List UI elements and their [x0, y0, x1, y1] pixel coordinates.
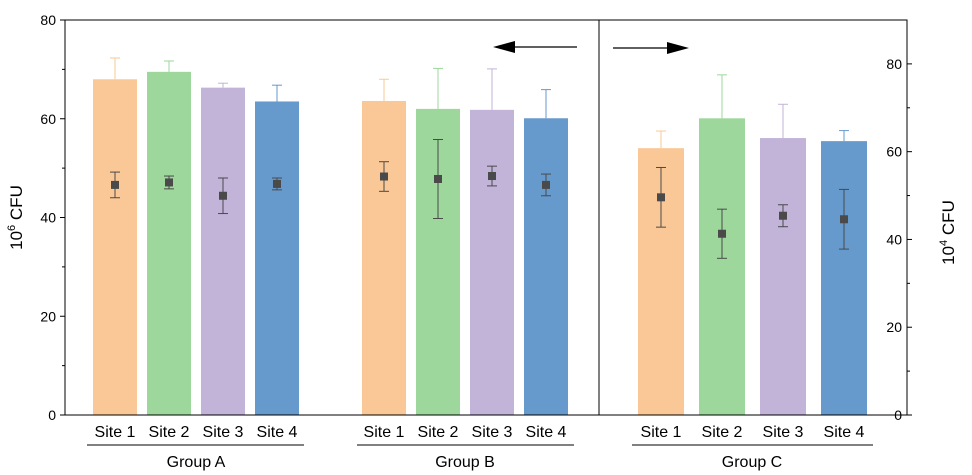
category-label: Site 1: [364, 424, 405, 441]
left-tick-label: 0: [48, 407, 56, 423]
axis-arrows: [493, 41, 689, 54]
point-marker: [380, 172, 388, 181]
point-marker: [779, 211, 787, 220]
category-label: Site 1: [95, 424, 136, 441]
category-label: Site 2: [702, 424, 743, 441]
right-tick-label: 0: [894, 407, 902, 423]
point-marker: [111, 180, 119, 189]
point-marker: [273, 179, 281, 188]
point-marker: [840, 215, 848, 224]
category-label: Site 3: [472, 424, 513, 441]
left-axis: 0 20 40 60 80 106 CFU: [6, 12, 65, 423]
right-tick-label: 20: [886, 319, 902, 335]
category-label: Site 1: [641, 424, 682, 441]
point-marker: [219, 191, 227, 200]
bar: [255, 101, 299, 415]
category-label: Site 4: [824, 424, 865, 441]
point-marker: [488, 172, 496, 181]
group-label: Group B: [435, 454, 495, 471]
bar: [760, 138, 806, 416]
bar: [147, 71, 191, 415]
right-axis-title-base: 10: [939, 246, 958, 265]
bar: [699, 118, 745, 416]
right-axis-title: 104 CFU: [938, 200, 958, 265]
right-axis-title-exp: 4: [938, 240, 950, 246]
right-arrow-head: [667, 42, 689, 54]
category-label: Site 2: [418, 424, 459, 441]
right-axis: 0 20 40 60 80 104 CFU: [886, 56, 958, 423]
left-axis-title: 106 CFU: [6, 185, 26, 250]
category-label: Site 4: [526, 424, 567, 441]
point-marker: [434, 174, 442, 183]
left-tick-label: 60: [40, 111, 56, 127]
left-axis-title-exp: 6: [6, 225, 18, 231]
bar-group-2: Site 1 Site 2 Site 3 Site 4 Group B: [357, 67, 574, 471]
left-tick-label: 20: [40, 308, 56, 324]
bar-group-3: Site 1 Site 2 Site 3 Site 4 Group C: [632, 74, 873, 471]
right-tick-label: 80: [886, 56, 902, 72]
left-tick-label: 40: [40, 210, 56, 226]
group-label: Group A: [167, 454, 226, 471]
left-tick-label: 80: [40, 12, 56, 28]
category-label: Site 2: [149, 424, 190, 441]
category-label: Site 4: [257, 424, 298, 441]
point-marker: [657, 193, 665, 202]
category-label: Site 3: [203, 424, 244, 441]
point-marker: [165, 178, 173, 187]
category-label: Site 3: [763, 424, 804, 441]
bar: [524, 118, 568, 415]
bar: [470, 109, 514, 416]
left-axis-title-unit: CFU: [7, 185, 26, 225]
left-arrow-head: [493, 41, 515, 53]
bar: [201, 87, 245, 416]
bar: [362, 100, 406, 415]
right-tick-label: 60: [886, 144, 902, 160]
left-axis-title-base: 10: [7, 231, 26, 250]
right-tick-label: 40: [886, 231, 902, 247]
point-marker: [718, 229, 726, 238]
bar-group-1: Site 1 Site 2 Site 3 Site 4 Group A: [87, 57, 304, 471]
bar: [821, 141, 867, 415]
point-marker: [542, 180, 550, 189]
bar: [93, 79, 137, 415]
right-axis-title-unit: CFU: [939, 200, 958, 240]
group-label: Group C: [722, 454, 782, 471]
